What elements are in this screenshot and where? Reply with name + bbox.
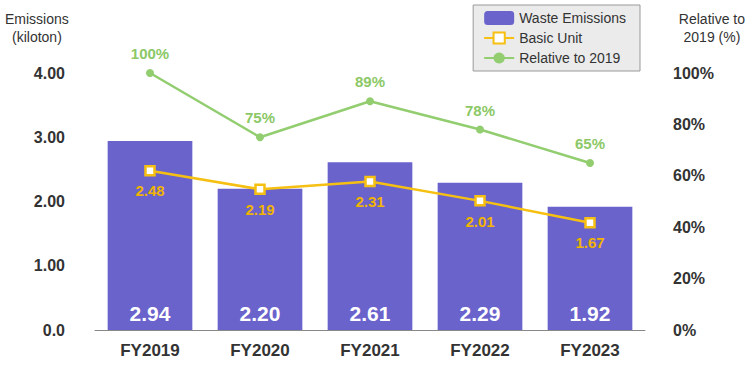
svg-text:80%: 80% bbox=[673, 116, 705, 133]
svg-text:FY2023: FY2023 bbox=[560, 341, 620, 360]
svg-text:Waste Emissions: Waste Emissions bbox=[519, 10, 626, 26]
svg-text:Relative to: Relative to bbox=[679, 11, 745, 27]
svg-text:75%: 75% bbox=[245, 109, 275, 126]
svg-text:40%: 40% bbox=[673, 219, 705, 236]
svg-text:0%: 0% bbox=[673, 322, 696, 339]
svg-text:2.29: 2.29 bbox=[460, 302, 501, 325]
svg-text:2.94: 2.94 bbox=[130, 302, 171, 325]
svg-text:2019 (%): 2019 (%) bbox=[684, 29, 741, 45]
svg-text:FY2021: FY2021 bbox=[340, 341, 400, 360]
svg-text:2.00: 2.00 bbox=[34, 193, 65, 210]
svg-text:1.67: 1.67 bbox=[575, 234, 604, 251]
svg-text:0.0: 0.0 bbox=[43, 322, 65, 339]
svg-text:60%: 60% bbox=[673, 167, 705, 184]
svg-text:FY2022: FY2022 bbox=[450, 341, 510, 360]
svg-text:2.01: 2.01 bbox=[465, 213, 494, 230]
svg-text:4.00: 4.00 bbox=[34, 65, 65, 82]
svg-text:2.20: 2.20 bbox=[240, 302, 281, 325]
svg-text:FY2019: FY2019 bbox=[120, 341, 180, 360]
svg-text:1.92: 1.92 bbox=[570, 302, 611, 325]
svg-text:78%: 78% bbox=[465, 102, 495, 119]
svg-text:2.31: 2.31 bbox=[355, 193, 384, 210]
svg-text:Emissions: Emissions bbox=[5, 11, 69, 27]
svg-text:2.61: 2.61 bbox=[350, 302, 391, 325]
svg-text:2.19: 2.19 bbox=[245, 201, 274, 218]
svg-text:20%: 20% bbox=[673, 270, 705, 287]
svg-text:100%: 100% bbox=[673, 65, 714, 82]
svg-text:65%: 65% bbox=[575, 135, 605, 152]
svg-text:1.00: 1.00 bbox=[34, 257, 65, 274]
svg-text:Basic Unit: Basic Unit bbox=[519, 30, 582, 46]
svg-text:2.48: 2.48 bbox=[135, 182, 164, 199]
svg-text:FY2020: FY2020 bbox=[230, 341, 290, 360]
svg-text:3.00: 3.00 bbox=[34, 129, 65, 146]
svg-text:89%: 89% bbox=[355, 73, 385, 90]
svg-text:(kiloton): (kiloton) bbox=[12, 29, 62, 45]
svg-text:100%: 100% bbox=[131, 45, 169, 62]
svg-text:Relative to 2019: Relative to 2019 bbox=[519, 50, 620, 66]
